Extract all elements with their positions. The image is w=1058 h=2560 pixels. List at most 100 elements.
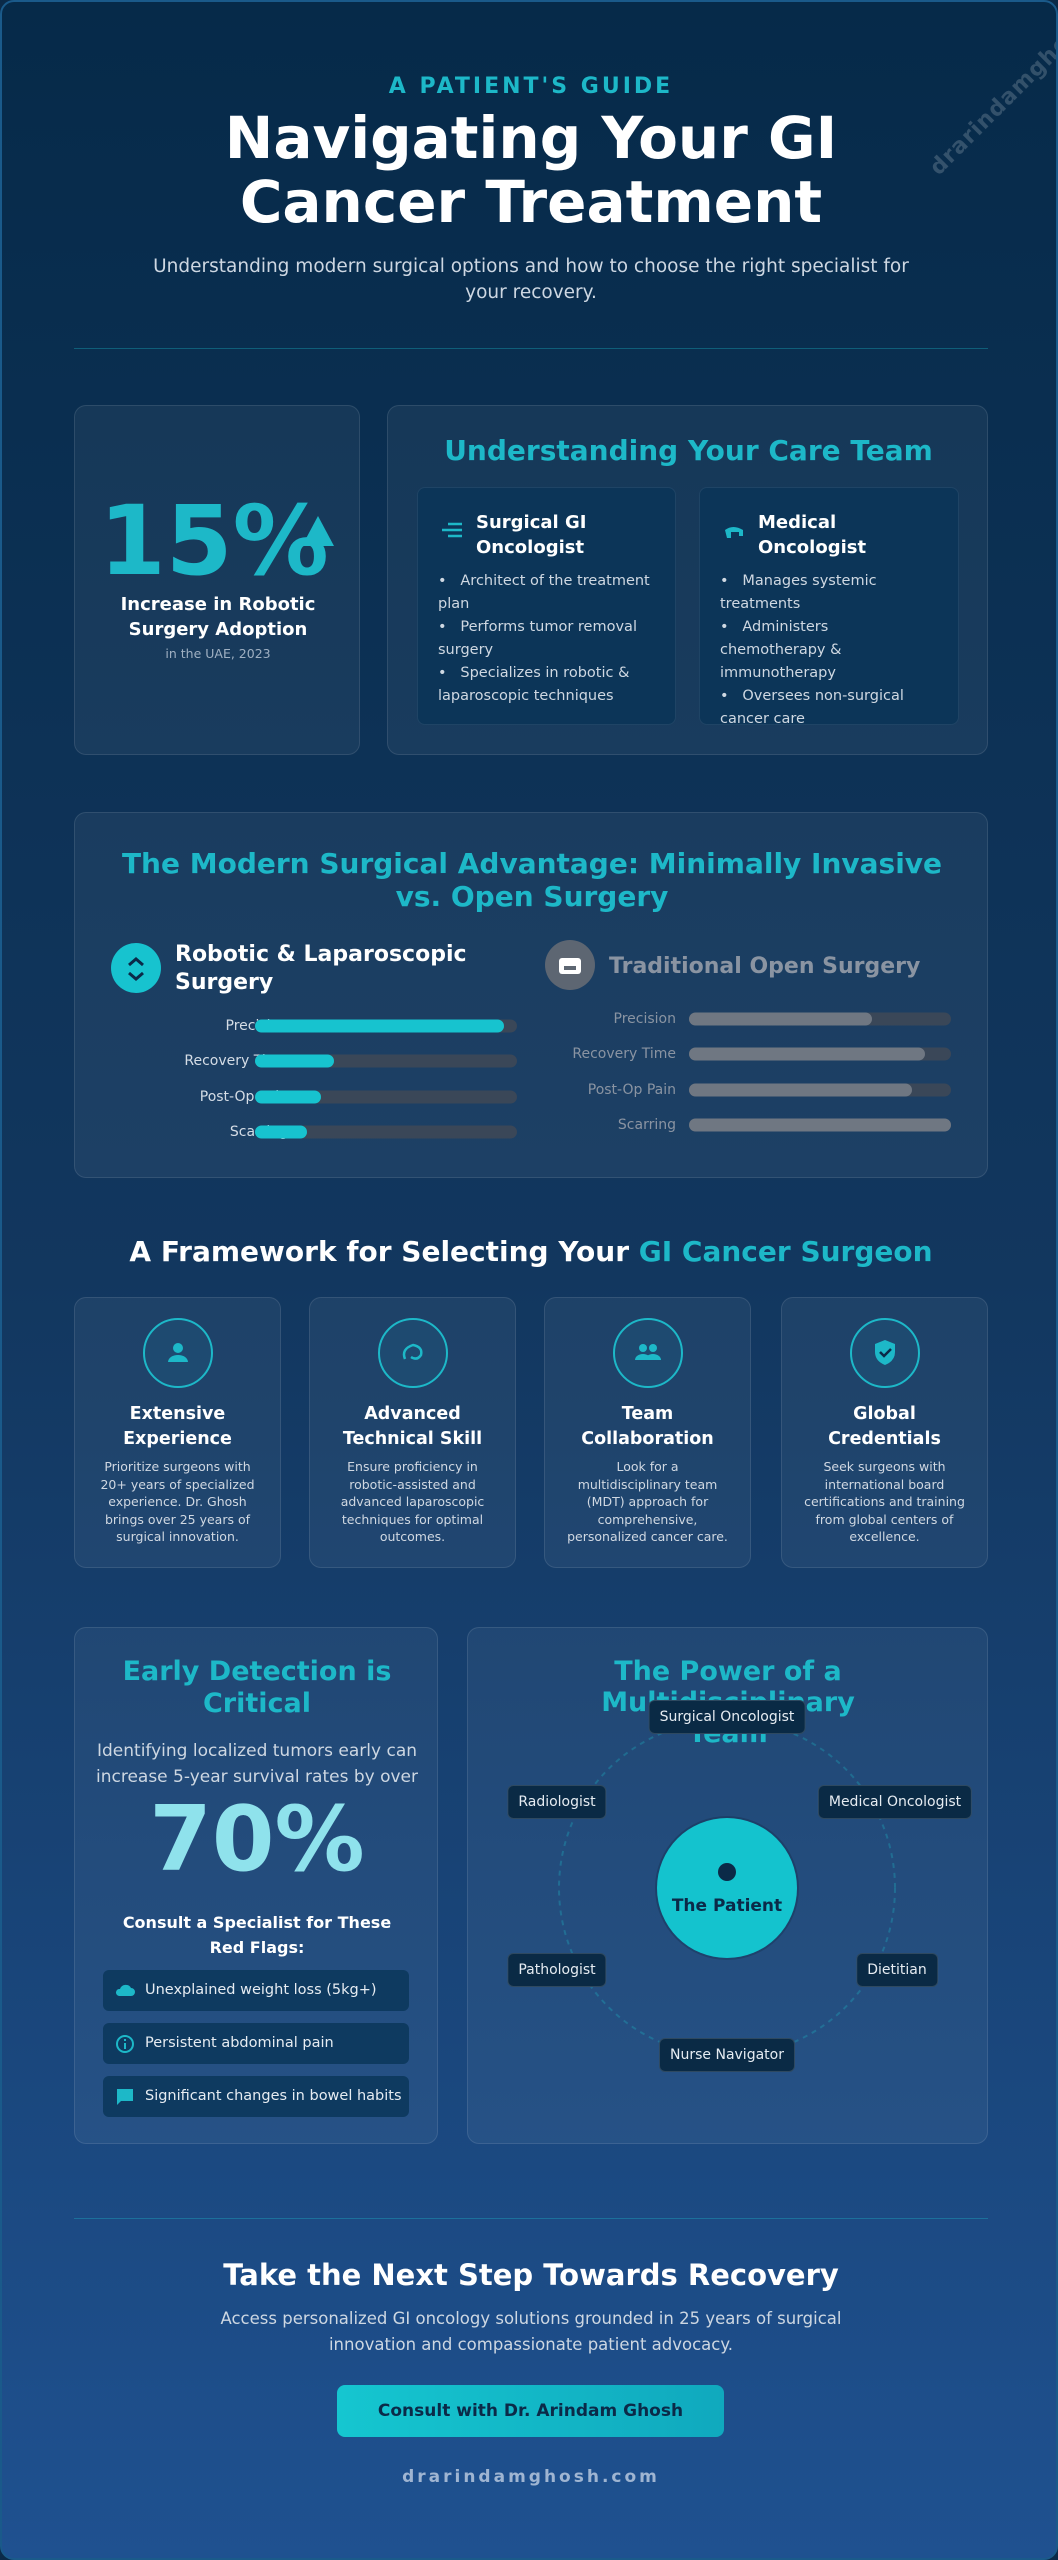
bar (689, 1012, 873, 1026)
eyebrow: A PATIENT'S GUIDE (388, 74, 674, 99)
icon-ring (143, 1318, 213, 1388)
column-title: Traditional Open Surgery (609, 954, 921, 979)
comparison-card: The Modern Surgical Advantage: Minimally… (74, 812, 988, 1178)
footer-url: drarindamghosh.com (402, 2467, 660, 2487)
detection-card: Early Detection is Critical Identifying … (74, 1627, 438, 2144)
stat-note: in the UAE, 2023 (165, 646, 271, 661)
bar-track (255, 1090, 517, 1104)
card-title: Global Credentials (828, 1404, 941, 1449)
open-icon (545, 940, 595, 990)
detection-text: Identifying localized tumors early can i… (95, 1741, 418, 1787)
role-title: Medical Oncologist (758, 512, 867, 558)
team-node: Nurse Navigator (659, 2038, 795, 2072)
card-title: Extensive Experience (123, 1404, 232, 1449)
cta-text: Access personalized GI oncology solution… (220, 2309, 842, 2354)
flag-text: Persistent abdominal pain (145, 2035, 334, 2051)
section-title: Understanding Your Care Team (444, 434, 933, 467)
card-text: Prioritize surgeons with 20+ years of sp… (100, 1459, 255, 1544)
column-title: Robotic & Laparoscopic Surgery (175, 942, 467, 995)
divider (74, 348, 988, 349)
icon-ring (378, 1318, 448, 1388)
main-title: Navigating Your GI Cancer Treatment (224, 104, 838, 236)
bar-track (255, 1125, 517, 1139)
card-body: Extensive Experience Prioritize surgeons … (75, 1402, 280, 1546)
framework-card: Global Credentials Seek surgeons with int… (781, 1297, 988, 1568)
icon (117, 2089, 133, 2105)
flag: Significant changes in bowel habits (103, 2076, 409, 2117)
robot-icon (111, 943, 161, 993)
team-node: Radiologist (507, 1785, 607, 1819)
stat-card: 15% Increase in Robotic Surgery Adoption… (74, 405, 360, 755)
title-text: A Framework for Selecting Your (129, 1235, 639, 1268)
card-body: Team Collaboration Look for a multidiscip… (545, 1402, 750, 1546)
bar-label: Post-Op Pain (587, 1081, 676, 1098)
bar-track (255, 1019, 517, 1033)
bar (689, 1047, 925, 1061)
flags-title: Consult a Specialist for These Red Flags… (122, 1913, 392, 1957)
bar-track (689, 1118, 951, 1132)
bar-track (255, 1054, 517, 1068)
divider (74, 2218, 988, 2219)
role-card: Surgical GI Oncologist Architect of the … (417, 487, 676, 725)
bar-label: Precision (613, 1011, 676, 1027)
icon (725, 527, 743, 538)
role-title: Surgical GI Oncologist (476, 512, 587, 558)
framework-card: Team Collaboration Look for a multidiscip… (544, 1297, 751, 1568)
detection-value: 70% (149, 1787, 365, 1892)
cta-title: Take the Next Step Towards Recovery (223, 2258, 839, 2292)
bar-track (689, 1083, 951, 1097)
subtitle: Understanding modern surgical options an… (153, 256, 909, 303)
card-text: Look for a multidisciplinary team (MDT) … (567, 1459, 728, 1544)
bullet: Manages systemic treatments (720, 570, 938, 616)
role-card: Medical Oncologist Manages systemic trea… (699, 487, 959, 727)
icon (116, 2035, 134, 2053)
icon (115, 1984, 135, 1996)
icon (168, 1343, 188, 1362)
framework-card: Extensive Experience Prioritize surgeons … (74, 1297, 281, 1568)
team-node: Surgical Oncologist (648, 1700, 806, 1734)
section-title: Early Detection is Critical (122, 1656, 392, 1719)
patient-label: The Patient (671, 1896, 783, 1916)
icon (442, 522, 462, 538)
icon (635, 1344, 661, 1360)
card-text: Seek surgeons with international board c… (804, 1459, 965, 1544)
flag: Unexplained weight loss (5kg+) (103, 1970, 409, 2011)
bar (255, 1019, 504, 1033)
team-node: Pathologist (507, 1953, 607, 1987)
flag: Persistent abdominal pain (103, 2023, 409, 2064)
card-title: Advanced Technical Skill (342, 1404, 483, 1449)
card-text: Ensure proficiency in robotic-assisted a… (340, 1459, 485, 1544)
stat-value: 15% (99, 485, 329, 597)
role-list: Architect of the treatment plan Performs… (438, 570, 655, 708)
framework-card: Advanced Technical Skill Ensure proficien… (309, 1297, 516, 1568)
bullet: Oversees non-surgical cancer care (720, 685, 938, 731)
up-icon (302, 516, 334, 546)
title-highlight: GI Cancer Surgeon (638, 1235, 933, 1268)
bar-label: Recovery Time (572, 1046, 676, 1063)
bar (255, 1090, 321, 1104)
section-title: The Modern Surgical Advantage: Minimally… (121, 847, 943, 913)
bullet: Specializes in robotic & laparoscopic te… (438, 662, 655, 708)
team-node: Medical Oncologist (817, 1785, 973, 1819)
bullet: Administers chemotherapy & immunotherapy (720, 616, 938, 685)
bullet: Performs tumor removal surgery (438, 616, 655, 662)
icon-ring (850, 1318, 920, 1388)
bullet: Architect of the treatment plan (438, 570, 655, 616)
cta-button[interactable]: Consult with Dr. Arindam Ghosh (337, 2385, 724, 2437)
bar-label: Scarring (617, 1117, 676, 1134)
bar (255, 1125, 308, 1139)
card-body: Global Credentials Seek surgeons with int… (782, 1402, 987, 1546)
card-title: Team Collaboration (581, 1404, 714, 1449)
bar (689, 1118, 951, 1132)
bar (689, 1083, 912, 1097)
card-body: Advanced Technical Skill Ensure proficien… (310, 1402, 515, 1546)
bar-track (689, 1012, 951, 1026)
role-list: Manages systemic treatments Administers … (720, 570, 938, 731)
flag-text: Unexplained weight loss (5kg+) (145, 1982, 377, 1998)
icon (875, 1340, 895, 1365)
section-title: A Framework for Selecting Your GI Cancer… (2, 1235, 1056, 1268)
team-node: Dietitian (856, 1953, 938, 1987)
bar-track (689, 1047, 951, 1061)
icon (402, 1343, 423, 1360)
